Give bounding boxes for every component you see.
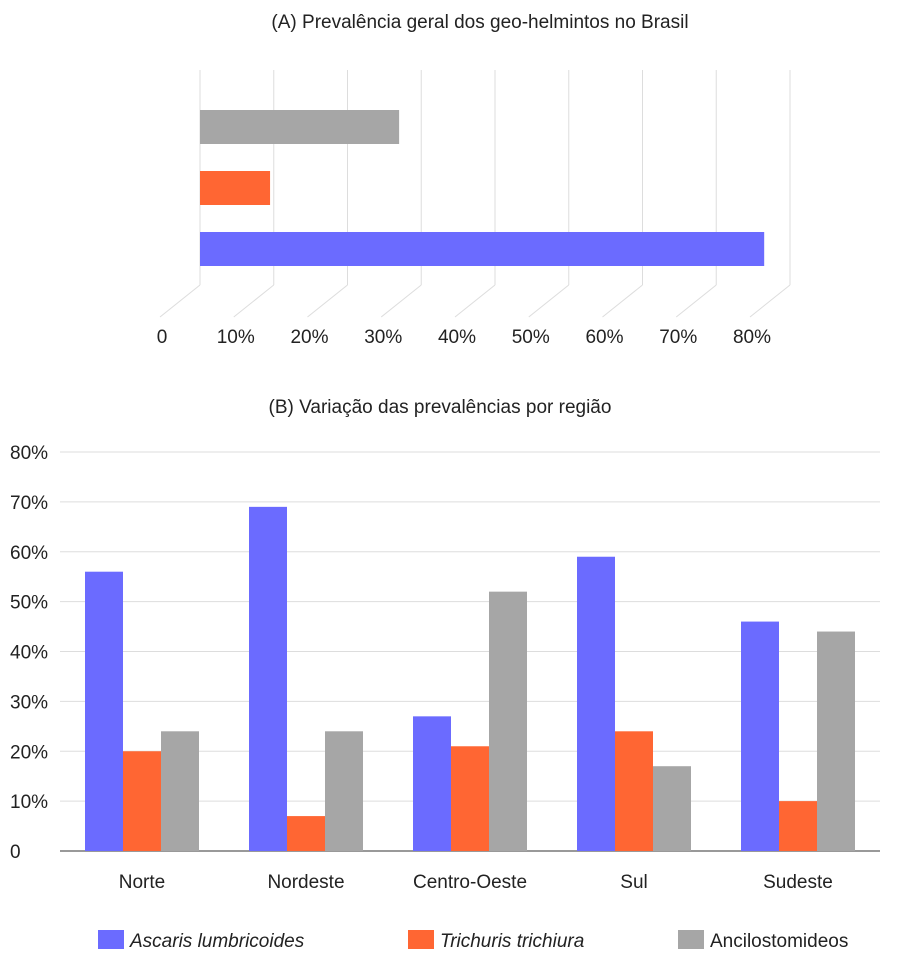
y-tick-label: 60% — [10, 543, 48, 564]
bar-b — [161, 731, 199, 851]
bar-a — [200, 171, 271, 205]
x-tick-label: 10% — [217, 327, 255, 348]
y-tick-label: 70% — [10, 493, 48, 514]
legend-swatch — [98, 930, 124, 949]
x-tick-label: 50% — [512, 327, 550, 348]
chart-b-legend: Ascaris lumbricoides Trichuris trichiura A… — [98, 930, 848, 952]
legend-label: Trichuris trichiura — [440, 931, 584, 952]
y-tick-label: 10% — [10, 792, 48, 813]
chart-b: 0 10% 20% 30% 40% 50% 60% 70% 80% Norte Nordeste Ce… — [10, 443, 880, 893]
x-category-label: Norte — [119, 872, 165, 893]
floor-line — [454, 284, 496, 318]
bar-b — [577, 556, 615, 851]
y-tick-label: 0 — [10, 842, 21, 863]
x-category-label: Nordeste — [267, 872, 344, 893]
floor-line — [675, 284, 717, 318]
x-tick-label: 0 — [157, 327, 168, 348]
bar-b — [249, 506, 287, 851]
floor-line — [528, 284, 570, 318]
bar-b — [653, 766, 691, 851]
floor-line — [749, 284, 791, 318]
x-tick-label: 70% — [659, 327, 697, 348]
floor-line — [233, 284, 275, 318]
x-category-label: Sudeste — [763, 872, 833, 893]
bar-b — [287, 816, 325, 851]
x-tick-label: 20% — [290, 327, 328, 348]
y-tick-label: 80% — [10, 443, 48, 464]
bar-a — [200, 110, 400, 144]
legend-swatch — [408, 930, 434, 949]
chart-a: 0 10% 20% 30% 40% 50% 60% 70% 80% — [157, 70, 791, 348]
x-tick-label: 30% — [364, 327, 402, 348]
floor-line — [602, 284, 643, 318]
legend-label: Ancilostomideos — [710, 931, 848, 952]
legend-swatch — [678, 930, 704, 949]
x-tick-label: 60% — [585, 327, 623, 348]
chart-a-title: (A) Prevalência geral dos geo-helmintos … — [271, 12, 688, 33]
y-tick-label: 20% — [10, 742, 48, 763]
y-tick-label: 40% — [10, 643, 48, 664]
bar-b — [741, 621, 779, 851]
x-tick-label: 80% — [733, 327, 771, 348]
floor-line — [159, 284, 201, 318]
chart-b-title: (B) Variação das prevalências por região — [269, 397, 612, 418]
x-tick-label: 40% — [438, 327, 476, 348]
x-category-label: Sul — [620, 872, 647, 893]
bar-a — [200, 232, 765, 266]
x-category-label: Centro-Oeste — [413, 872, 527, 893]
bar-b — [779, 801, 817, 851]
y-tick-label: 30% — [10, 692, 48, 713]
bar-b — [817, 631, 855, 851]
bar-b — [489, 591, 527, 851]
bar-b — [451, 746, 489, 851]
legend-label: Ascaris lumbricoides — [129, 931, 305, 952]
y-tick-label: 50% — [10, 593, 48, 614]
bar-b — [413, 716, 451, 851]
bar-b — [615, 731, 653, 851]
floor-line — [307, 284, 348, 318]
bar-b — [325, 731, 363, 851]
bar-b — [85, 571, 123, 851]
floor-line — [380, 284, 422, 318]
bar-b — [123, 751, 161, 851]
